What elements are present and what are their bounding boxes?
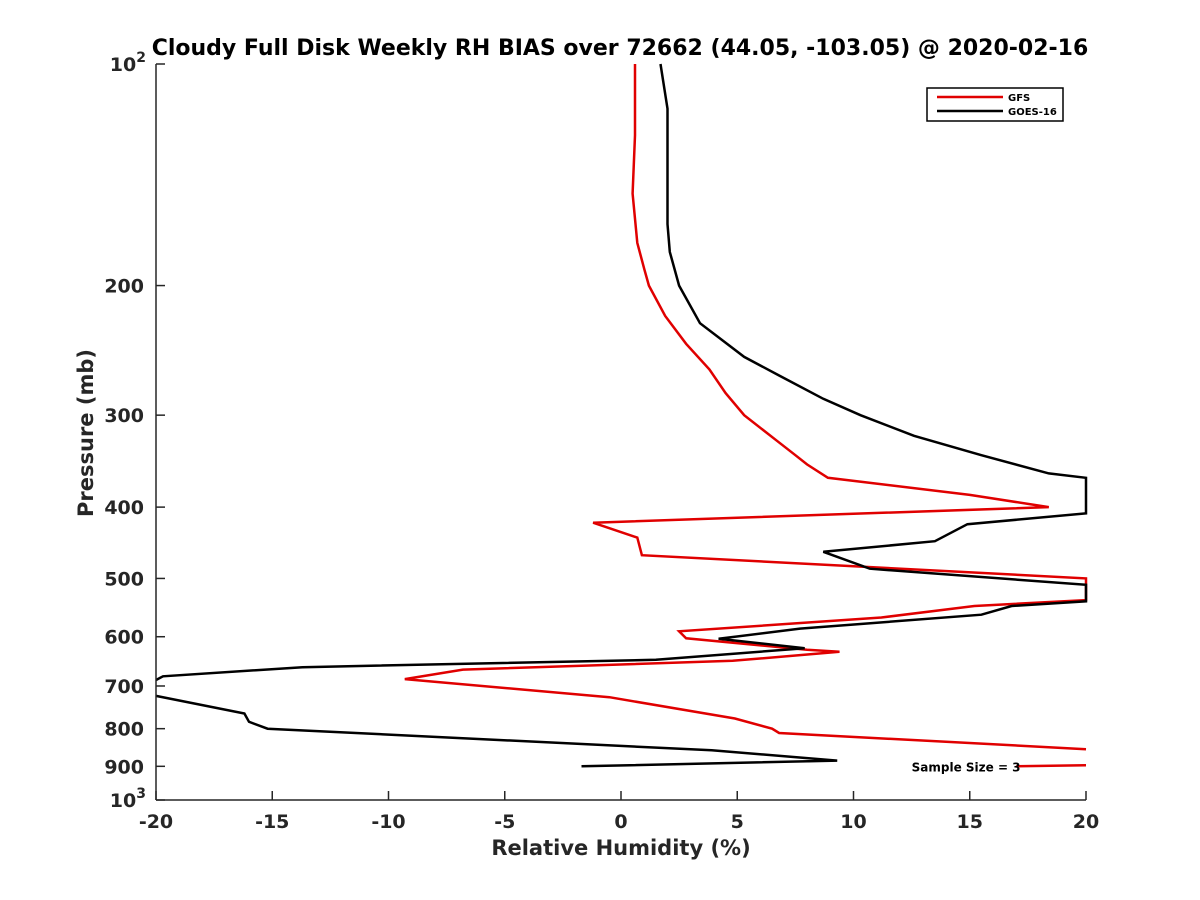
- series-layer: [155, 63, 1088, 768]
- y-tick-label: 300: [104, 405, 144, 427]
- series-line-gfs-part2: [1016, 764, 1087, 768]
- y-tick-exponent: 3: [136, 786, 146, 802]
- sample-size-annotation: Sample Size = 3: [912, 760, 1021, 774]
- y-tick-exponent: 2: [136, 50, 146, 66]
- x-tick-label: -15: [255, 811, 289, 833]
- y-tick-label: 200: [104, 276, 144, 298]
- legend: GFS GOES-16: [926, 87, 1064, 122]
- x-tick-label: 15: [957, 811, 983, 833]
- x-tick-label: 20: [1073, 811, 1099, 833]
- y-tick-label: 400: [104, 497, 144, 519]
- plot-area: [156, 64, 1086, 800]
- y-tick-label: 102: [110, 50, 146, 76]
- y-tick-base: 10: [110, 790, 136, 812]
- y-tick-label: 600: [104, 627, 144, 649]
- y-tick-base: 10: [110, 54, 136, 76]
- x-tick-label: -20: [139, 811, 173, 833]
- x-tick-label: -5: [494, 811, 515, 833]
- x-tick-label: 10: [840, 811, 866, 833]
- y-tick-label: 800: [104, 719, 144, 741]
- x-axis-label: Relative Humidity (%): [491, 836, 750, 860]
- x-tick-label: 5: [731, 811, 744, 833]
- y-axis-label: Pressure (mb): [74, 349, 98, 517]
- x-ticks: -20 -15 -10 -5 0 5 10 15 20: [139, 791, 1099, 833]
- series-line-goes16: [155, 63, 1088, 682]
- x-tick-label: 0: [614, 811, 627, 833]
- series-line-gfs: [404, 64, 1088, 751]
- series-line-goes16-part2: [155, 694, 838, 768]
- legend-label-gfs: GFS: [1008, 93, 1030, 104]
- y-tick-label: 700: [104, 676, 144, 698]
- chart-title: Cloudy Full Disk Weekly RH BIAS over 726…: [152, 36, 1089, 61]
- legend-box: [926, 87, 1064, 122]
- legend-label-goes16: GOES-16: [1008, 107, 1057, 118]
- y-tick-label: 103: [110, 786, 146, 812]
- y-tick-label: 900: [104, 756, 144, 778]
- x-tick-label: -10: [371, 811, 405, 833]
- y-tick-label: 500: [104, 568, 144, 590]
